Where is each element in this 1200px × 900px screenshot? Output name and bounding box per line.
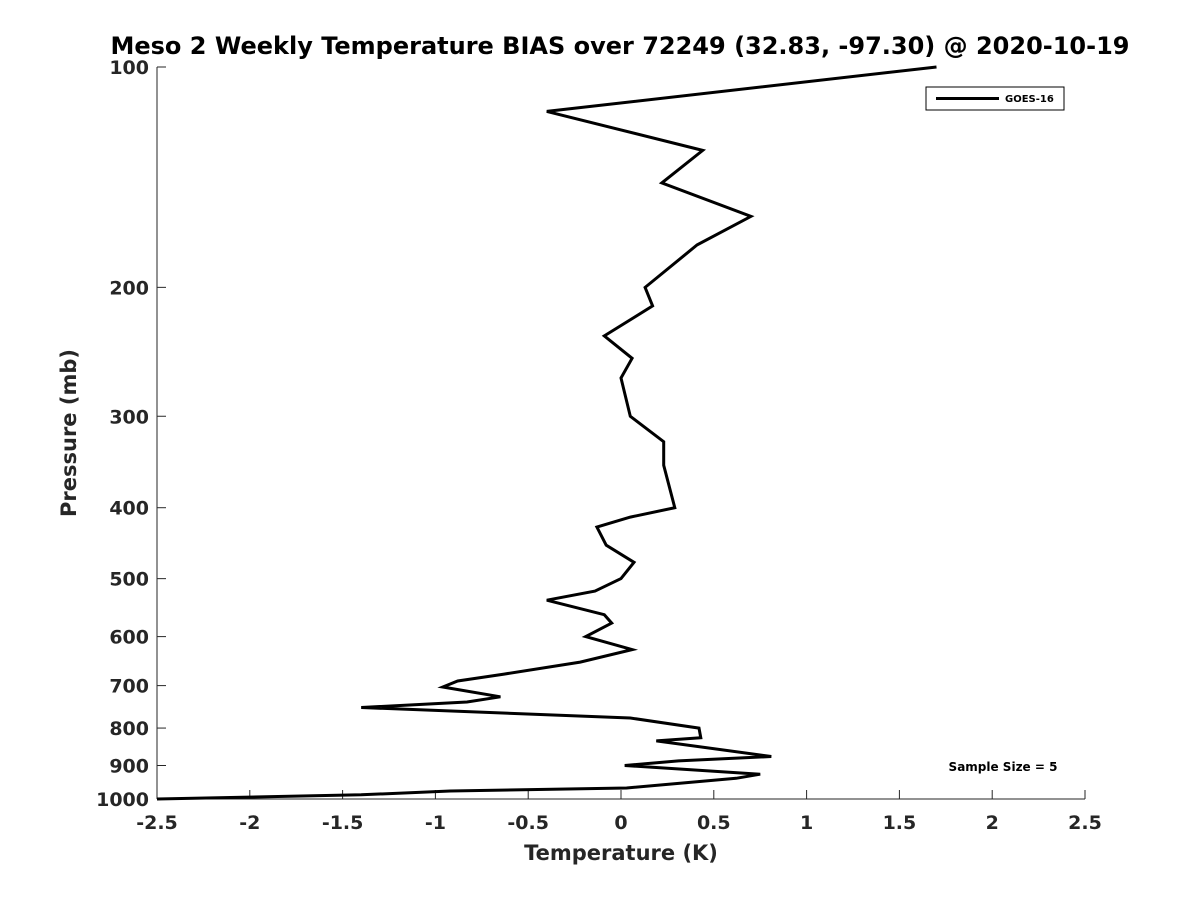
y-tick-label: 900 xyxy=(109,756,149,778)
x-tick-label: 1.5 xyxy=(883,812,917,834)
x-tick-label: -2 xyxy=(239,812,260,834)
y-tick-label: 1000 xyxy=(96,789,149,811)
y-tick-label: 400 xyxy=(109,498,149,520)
y-tick-label: 800 xyxy=(109,718,149,740)
y-tick-label: 100 xyxy=(109,57,149,79)
x-tick-label: 1 xyxy=(800,812,813,834)
legend: GOES-16 xyxy=(925,86,1065,111)
legend-entry-goes-16: GOES-16 xyxy=(1005,94,1054,105)
x-tick-label: -0.5 xyxy=(507,812,549,834)
y-axis-ticks: 100 200 300 400 500 600 700 800 900 1000 xyxy=(96,57,166,811)
y-axis-label: Pressure (mb) xyxy=(57,349,81,517)
sample-size-note: Sample Size = 5 xyxy=(949,760,1058,774)
x-axis-label: Temperature (K) xyxy=(524,841,718,865)
y-tick-label: 600 xyxy=(109,627,149,649)
x-tick-label: -1 xyxy=(425,812,446,834)
chart-title: Meso 2 Weekly Temperature BIAS over 7224… xyxy=(110,32,1129,60)
y-tick-label: 300 xyxy=(109,406,149,428)
x-axis-ticks: -2.5 -2 -1.5 -1 -0.5 0 0.5 1 1.5 2 2.5 xyxy=(136,790,1102,834)
y-tick-label: 700 xyxy=(109,676,149,698)
y-tick-label: 200 xyxy=(109,277,149,299)
x-tick-label: -1.5 xyxy=(322,812,364,834)
x-tick-label: -2.5 xyxy=(136,812,178,834)
x-tick-label: 0.5 xyxy=(697,812,731,834)
y-tick-label: 500 xyxy=(109,569,149,591)
x-tick-label: 2.5 xyxy=(1068,812,1102,834)
series-line-goes-16 xyxy=(156,65,937,801)
x-tick-label: 0 xyxy=(614,812,627,834)
x-tick-label: 2 xyxy=(986,812,999,834)
